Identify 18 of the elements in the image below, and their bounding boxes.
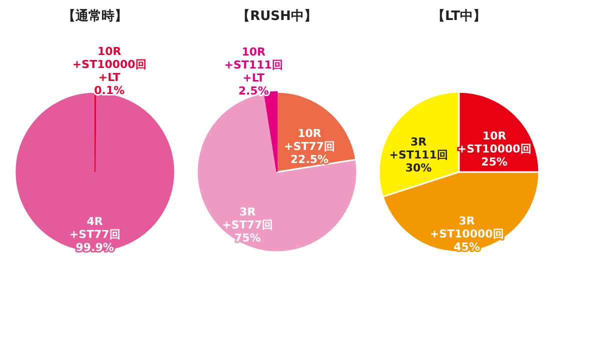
data-label: 2.5%: [238, 84, 269, 98]
slice-label: 4R +ST77回: [69, 215, 120, 241]
slice-label: 3R +ST111回: [389, 136, 448, 162]
slice-label: 10R +ST77回: [284, 126, 335, 153]
chart-title: 【RUSH中】: [237, 8, 317, 24]
data-label: 45%: [454, 240, 480, 254]
data-label: 0.1%: [94, 84, 125, 97]
slice-label: 3R +ST10000回: [430, 214, 504, 240]
slice-label: 3R +ST77回: [222, 205, 274, 232]
chart-title: 【LT中】: [432, 8, 486, 24]
data-label: 99.9%: [76, 241, 114, 254]
data-label: 30%: [405, 162, 432, 175]
slice-label: 10R +ST10000回 +LT: [72, 45, 146, 84]
slice-label: 10R +ST111回 +LT: [224, 45, 283, 84]
data-label: 22.5%: [290, 152, 329, 166]
data-label: 25%: [481, 156, 508, 169]
data-label: 75%: [234, 231, 261, 244]
chart-title: 【通常時】: [62, 8, 128, 24]
